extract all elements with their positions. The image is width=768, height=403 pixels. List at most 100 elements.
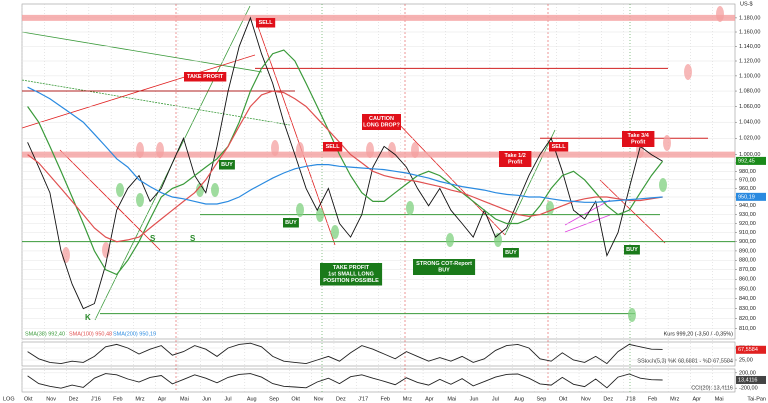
y-tick-label: 970,00: [739, 177, 756, 183]
y-tick-label: 940,00: [739, 203, 756, 209]
series-line: [27, 342, 663, 365]
trendline: [564, 199, 611, 226]
annotation-box: [622, 131, 655, 147]
highlight-oval: [546, 201, 554, 215]
annotation-text: BUY: [438, 268, 450, 274]
x-tick-label: Jun: [470, 396, 479, 402]
footer-left: LOG: [3, 396, 15, 402]
annotation-box: [283, 218, 299, 228]
legend-entry: SMA(100) 950,48: [69, 331, 112, 337]
series-line: [27, 86, 663, 205]
y-tick-label: 890,00: [739, 248, 756, 254]
y-tick-label: 1.160,00: [739, 29, 760, 35]
highlight-oval: [211, 183, 219, 197]
y-tick-label: 870,00: [739, 267, 756, 273]
highlight-oval: [136, 142, 144, 158]
x-tick-label: Sep: [269, 396, 279, 402]
y-tick-label: 200,00: [739, 370, 756, 376]
annotation-text: Take 1/2: [505, 153, 526, 159]
last-value-box: [736, 192, 766, 201]
annotation-box: [503, 248, 519, 258]
x-tick-label: Feb: [113, 396, 122, 402]
y-tick-label: 930,00: [739, 212, 756, 218]
annotation-text: Profit: [631, 140, 646, 146]
last-value-label: 992,45: [738, 158, 755, 164]
highlight-oval: [296, 142, 304, 158]
annotation-box: [184, 72, 227, 82]
highlight-oval: [628, 308, 636, 322]
x-tick-label: Jun: [202, 396, 211, 402]
last-value-label: 13,4116: [738, 377, 757, 383]
x-tick-label: Okt: [559, 396, 568, 402]
last-value-label: 950,19: [738, 194, 755, 200]
y-tick-label: 860,00: [739, 277, 756, 283]
y-tick-label: 810,00: [739, 326, 756, 332]
y-tick-label: 1.000,00: [739, 152, 760, 158]
highlight-oval: [684, 64, 692, 80]
highlight-oval: [411, 142, 419, 158]
y-tick-label: 820,00: [739, 316, 756, 322]
last-value-box: [736, 345, 766, 354]
annotation-text: TAKE PROFIT: [187, 74, 224, 80]
y-tick-label: 920,00: [739, 221, 756, 227]
y-tick-label: 1.140,00: [739, 44, 760, 50]
annotation-text: CAUTION: [369, 116, 394, 122]
x-tick-label: J'18: [626, 396, 636, 402]
x-tick-label: Nov: [46, 396, 56, 402]
x-tick-label: Mai: [447, 396, 456, 402]
annotation-box: [549, 142, 569, 152]
annotation-text: POSITION POSSIBLE: [323, 278, 379, 284]
x-tick-label: Mrz: [135, 396, 144, 402]
annotation-box: [499, 151, 532, 167]
annotation-text: Profit: [508, 160, 523, 166]
highlight-oval: [406, 201, 414, 215]
annotation-box: [362, 114, 401, 130]
stoch-panel: [21, 341, 736, 367]
y-tick-label: 1.120,00: [739, 58, 760, 64]
annotation-box: [323, 142, 343, 152]
annotation-text: BUY: [505, 250, 517, 256]
x-tick-label: Apr: [425, 396, 434, 402]
legend-entry: SMA(38) 992,40: [25, 331, 65, 337]
x-tick-label: Sep: [536, 396, 546, 402]
cci-panel: [21, 368, 736, 393]
x-tick-label: Jul: [492, 396, 499, 402]
x-tick-label: Mrz: [403, 396, 412, 402]
annotation-text: BUY: [285, 220, 297, 226]
highlight-oval: [156, 142, 164, 158]
annotation-text: 1st SMALL LONG: [328, 272, 374, 278]
x-tick-label: Mrz: [670, 396, 679, 402]
y-tick-label: 1.040,00: [739, 120, 760, 126]
highlight-oval: [366, 142, 374, 158]
highlight-oval: [663, 135, 671, 151]
trendline: [21, 79, 291, 126]
legend-price: Kurs 999,20 (-3,50 / -0,35%): [664, 331, 734, 337]
y-tick-label: 850,00: [739, 286, 756, 292]
highlight-oval: [659, 178, 667, 192]
annotation-text: BUY: [221, 162, 233, 168]
price-line: [27, 16, 663, 310]
x-tick-label: Apr: [158, 396, 167, 402]
x-tick-label: Feb: [648, 396, 657, 402]
last-value-box: [736, 375, 766, 384]
legend-entry: SMA(200) 950,19: [113, 331, 156, 337]
x-tick-label: Feb: [381, 396, 390, 402]
last-value-label: 67,5584: [738, 347, 758, 353]
x-tick-label: J'16: [91, 396, 101, 402]
highlight-oval: [446, 233, 454, 247]
x-tick-label: Jul: [225, 396, 232, 402]
annotation-text: Take 3/4: [628, 133, 650, 139]
annotation-text: STRONG COT-Report: [416, 261, 472, 267]
footer-right: Tai-Pan: [747, 396, 766, 402]
y-tick-label: 900,00: [739, 239, 756, 245]
annotation-text: SELL: [552, 144, 567, 150]
x-tick-label: Aug: [247, 396, 257, 402]
y-axis-title: US-$: [740, 1, 753, 7]
y-tick-label: 1.020,00: [739, 136, 760, 142]
x-tick-label: Nov: [314, 396, 324, 402]
y-tick-label: 880,00: [739, 258, 756, 264]
highlight-oval: [716, 6, 724, 22]
last-value-box: [736, 156, 766, 165]
x-tick-label: Dez: [69, 396, 79, 402]
